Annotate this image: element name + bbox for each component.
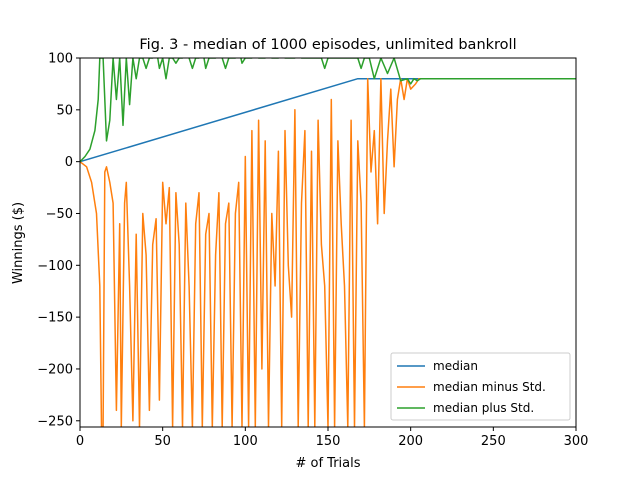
x-tick-label: 300 [564, 434, 589, 449]
legend-label-1: median [433, 359, 478, 373]
x-tick-label: 50 [154, 434, 171, 449]
y-tick-label: 100 [48, 52, 73, 67]
y-tick-label: 50 [56, 103, 73, 118]
x-tick-label: 0 [76, 434, 84, 449]
series-lines [80, 58, 576, 427]
x-axis-ticks: 0 50 100 150 200 250 300 [76, 427, 589, 449]
x-tick-label: 250 [481, 434, 506, 449]
y-tick-label: −200 [37, 362, 73, 377]
y-axis-ticks: −250 −200 −150 −100 −50 0 50 100 [37, 52, 80, 429]
legend-label-2: median minus Std. [433, 380, 546, 394]
chart-title: Fig. 3 - median of 1000 episodes, unlimi… [139, 37, 516, 53]
legend-frame [390, 352, 571, 421]
y-axis-label: Winnings ($) [11, 202, 26, 284]
series-line-1 [80, 77, 576, 163]
x-tick-label: 100 [233, 434, 258, 449]
x-tick-label: 200 [398, 434, 423, 449]
y-tick-label: −100 [37, 259, 73, 274]
x-tick-label: 150 [316, 434, 341, 449]
x-axis-label: # of Trials [295, 456, 360, 471]
series-line-2 [80, 77, 576, 427]
y-tick-label: −150 [37, 311, 73, 326]
y-tick-label: −250 [37, 414, 73, 429]
y-tick-label: −50 [46, 207, 73, 222]
series-line-3 [80, 58, 576, 163]
legend: median median minus Std. median plus Std. [390, 352, 571, 421]
y-tick-label: 0 [65, 155, 73, 170]
legend-label-3: median plus Std. [433, 401, 534, 415]
